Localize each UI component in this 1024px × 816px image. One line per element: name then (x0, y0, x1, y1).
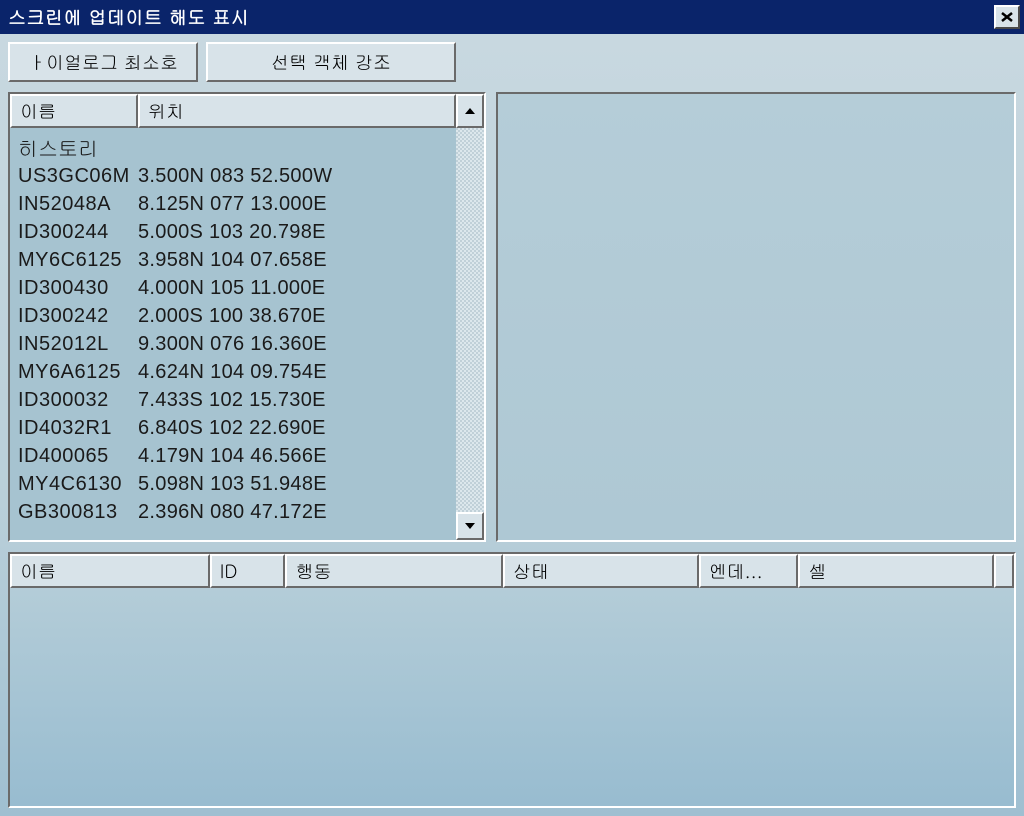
column-header-location[interactable]: 위치 (138, 94, 456, 128)
dialog-window: 스크린에 업데이트 해도 표시 ㅏ이얼로그 최소호 선택 객체 강조 이름 (0, 0, 1024, 816)
list-item[interactable]: IN52048A8.125N 077 13.000E (18, 190, 448, 218)
list-item-location: 3.500N 083 52.500W (138, 162, 448, 190)
minimize-dialog-button[interactable]: ㅏ이얼로그 최소호 (8, 42, 198, 82)
list-item[interactable]: IN52012L9.300N 076 16.360E (18, 330, 448, 358)
list-item-id: ID4032R1 (18, 414, 138, 442)
column-header-name[interactable]: 이름 (10, 94, 138, 128)
list-item-location: 7.433S 102 15.730E (138, 386, 448, 414)
list-item-location: 2.000S 100 38.670E (138, 302, 448, 330)
scroll-up-button[interactable] (456, 94, 484, 128)
list-item-location: 5.000S 103 20.798E (138, 218, 448, 246)
column-header-cell[interactable]: 셀 (798, 554, 994, 588)
list-item-id: MY6C6125 (18, 246, 138, 274)
list-item-id: ID300244 (18, 218, 138, 246)
list-item-location: 6.840S 102 22.690E (138, 414, 448, 442)
close-button[interactable] (994, 5, 1020, 29)
column-header-action[interactable]: 행동 (285, 554, 503, 588)
content-area: ㅏ이얼로그 최소호 선택 객체 강조 이름 위치 (0, 34, 1024, 816)
list-item[interactable]: GB3008132.396N 080 47.172E (18, 498, 448, 526)
chevron-up-icon (464, 106, 476, 116)
chevron-down-icon (464, 521, 476, 531)
column-label: 위치 (148, 99, 184, 124)
list-item-id: ID300430 (18, 274, 138, 302)
list-item-id: ID300032 (18, 386, 138, 414)
list-item[interactable]: MY6C61253.958N 104 07.658E (18, 246, 448, 274)
list-item[interactable]: ID3000327.433S 102 15.730E (18, 386, 448, 414)
list-header: 이름 위치 (10, 94, 484, 128)
list-body[interactable]: 히스토리 US3GC06M3.500N 083 52.500WIN52048A8… (10, 128, 456, 540)
list-item-id: ID300242 (18, 302, 138, 330)
list-item-id: MY4C6130 (18, 470, 138, 498)
history-group-label: 히스토리 (18, 134, 448, 162)
list-item[interactable]: MY6A61254.624N 104 09.754E (18, 358, 448, 386)
button-row: ㅏ이얼로그 최소호 선택 객체 강조 (8, 42, 1016, 82)
column-label: ID (220, 559, 238, 584)
details-header: 이름 ID 행동 상태 엔데... 셀 (10, 554, 1014, 588)
close-icon (1000, 11, 1014, 23)
column-header-id[interactable]: ID (210, 554, 286, 588)
list-item-id: IN52048A (18, 190, 138, 218)
list-item[interactable]: ID3002445.000S 103 20.798E (18, 218, 448, 246)
list-item[interactable]: ID4032R16.840S 102 22.690E (18, 414, 448, 442)
list-item-id: ID400065 (18, 442, 138, 470)
list-item-id: GB300813 (18, 498, 138, 526)
titlebar: 스크린에 업데이트 해도 표시 (0, 0, 1024, 34)
column-header-status[interactable]: 상태 (503, 554, 699, 588)
column-label: 행동 (295, 559, 331, 584)
highlight-selection-button[interactable]: 선택 객체 강조 (206, 42, 456, 82)
details-body (10, 588, 1014, 806)
scroll-down-button[interactable] (456, 512, 484, 540)
column-header-filler (994, 554, 1014, 588)
upper-panels: 이름 위치 히스토리 US3GC06M3.500N 083 52.500WIN5… (8, 92, 1016, 542)
list-item-location: 9.300N 076 16.360E (138, 330, 448, 358)
list-item[interactable]: ID4000654.179N 104 46.566E (18, 442, 448, 470)
column-label: 이름 (20, 99, 56, 124)
preview-panel (496, 92, 1016, 542)
column-label: 이름 (20, 559, 56, 584)
button-label: 선택 객체 강조 (271, 50, 391, 75)
list-item-location: 8.125N 077 13.000E (138, 190, 448, 218)
list-item-id: MY6A6125 (18, 358, 138, 386)
list-item-location: 4.179N 104 46.566E (138, 442, 448, 470)
column-label: 셀 (808, 559, 826, 584)
list-item-location: 2.396N 080 47.172E (138, 498, 448, 526)
list-item[interactable]: MY4C61305.098N 103 51.948E (18, 470, 448, 498)
column-header-ende[interactable]: 엔데... (699, 554, 799, 588)
details-panel: 이름 ID 행동 상태 엔데... 셀 (8, 552, 1016, 808)
button-label: ㅏ이얼로그 최소호 (28, 50, 178, 75)
list-item[interactable]: ID3002422.000S 100 38.670E (18, 302, 448, 330)
list-item-location: 4.624N 104 09.754E (138, 358, 448, 386)
list-body-wrap: 히스토리 US3GC06M3.500N 083 52.500WIN52048A8… (10, 128, 484, 540)
list-item[interactable]: US3GC06M3.500N 083 52.500W (18, 162, 448, 190)
column-label: 엔데... (709, 559, 763, 584)
scrollbar-track[interactable] (456, 128, 484, 540)
window-title: 스크린에 업데이트 해도 표시 (8, 5, 249, 30)
list-item-id: US3GC06M (18, 162, 138, 190)
column-label: 상태 (513, 559, 549, 584)
list-item-location: 4.000N 105 11.000E (138, 274, 448, 302)
list-item[interactable]: ID3004304.000N 105 11.000E (18, 274, 448, 302)
list-item-id: IN52012L (18, 330, 138, 358)
list-item-location: 5.098N 103 51.948E (138, 470, 448, 498)
column-header-name[interactable]: 이름 (10, 554, 210, 588)
object-list-panel: 이름 위치 히스토리 US3GC06M3.500N 083 52.500WIN5… (8, 92, 486, 542)
list-item-location: 3.958N 104 07.658E (138, 246, 448, 274)
